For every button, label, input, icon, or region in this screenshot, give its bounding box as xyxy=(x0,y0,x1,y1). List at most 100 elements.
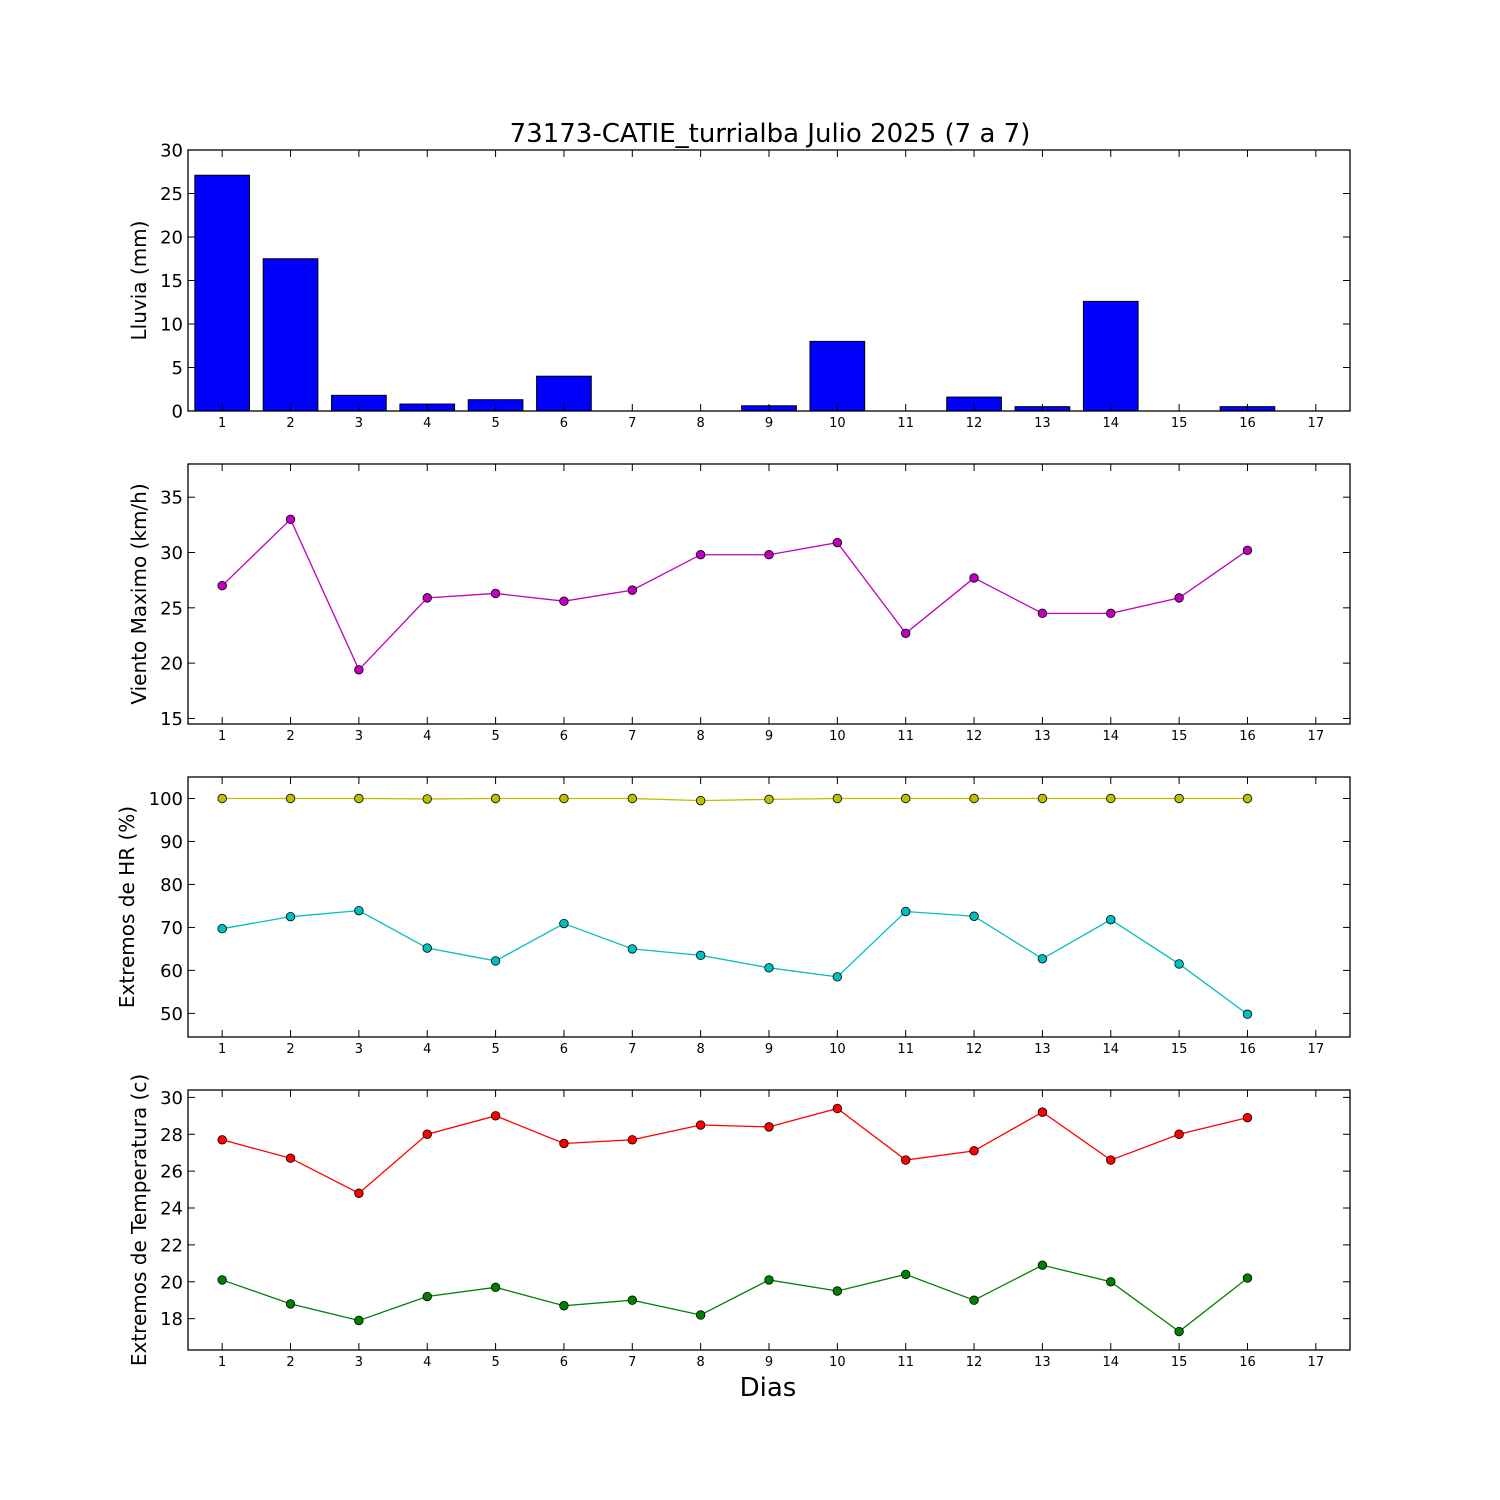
wind-series-1-point xyxy=(217,581,227,591)
wind-xtick-label: 2 xyxy=(286,729,294,744)
humidity-xtick-label: 10 xyxy=(829,1042,846,1057)
humidity-ytick-label: 70 xyxy=(160,918,183,939)
rain-xtick-label: 6 xyxy=(560,416,568,431)
humidity-series-2-point xyxy=(422,943,432,953)
wind-xtick-label: 5 xyxy=(491,729,499,744)
temperature-series-2-point xyxy=(354,1315,364,1326)
rain-y-axis-label: Lluvia (mm) xyxy=(127,221,151,341)
rain-xtick-label: 1 xyxy=(218,416,226,431)
wind-ytick-label: 30 xyxy=(160,543,183,564)
wind-series-1-point xyxy=(832,537,843,548)
humidity-series-2-point xyxy=(695,950,706,961)
humidity-series-1-point xyxy=(901,793,911,804)
rain-bar xyxy=(1082,300,1139,412)
temperature-series-2-point xyxy=(695,1310,706,1320)
humidity-series-2-point xyxy=(1174,959,1184,969)
temperature-series-2-point xyxy=(1174,1326,1184,1337)
rain-ytick-label: 30 xyxy=(160,141,183,162)
humidity-xtick-label: 15 xyxy=(1171,1042,1188,1057)
rain-axes-frame xyxy=(187,149,1351,412)
wind-series-1-point xyxy=(764,550,774,560)
temperature-series-1-point xyxy=(559,1138,569,1149)
temperature-series-2-point xyxy=(1106,1277,1116,1287)
temperature-xtick-label: 1 xyxy=(218,1355,226,1370)
humidity-series-1-point xyxy=(217,793,227,804)
temperature-xtick-label: 2 xyxy=(286,1355,294,1370)
humidity-series-1-point xyxy=(1242,793,1253,804)
wind-xtick-label: 10 xyxy=(829,729,846,744)
rain-ytick-label: 0 xyxy=(172,402,183,423)
humidity-ytick-label: 100 xyxy=(149,789,183,810)
humidity-series-2-point xyxy=(1242,1009,1253,1019)
humidity-series-1-point xyxy=(832,793,843,804)
wind-series-1-line xyxy=(221,518,1248,671)
temperature-series-2-point xyxy=(764,1275,774,1285)
rain-ytick-label: 25 xyxy=(160,184,183,205)
wind-xtick-label: 1 xyxy=(218,729,226,744)
temperature-series-1-point xyxy=(1037,1107,1048,1117)
rain-ytick-label: 20 xyxy=(160,228,183,249)
rain-ytick-label: 5 xyxy=(172,358,183,379)
temperature-series-2-point xyxy=(969,1295,979,1305)
temperature-series-1-point xyxy=(217,1135,227,1145)
temperature-xtick-label: 17 xyxy=(1308,1355,1325,1370)
humidity-series-1-point xyxy=(1106,793,1116,804)
temperature-ytick-label: 28 xyxy=(160,1125,183,1146)
humidity-series-2-point xyxy=(490,956,501,966)
temperature-xtick-label: 12 xyxy=(966,1355,983,1370)
humidity-xtick-label: 16 xyxy=(1239,1042,1256,1057)
temperature-ytick-label: 18 xyxy=(160,1309,183,1330)
temperature-series-2-point xyxy=(285,1299,296,1309)
rain-ytick-label: 15 xyxy=(160,271,183,292)
humidity-series-2-point xyxy=(217,924,227,934)
humidity-series-2-point xyxy=(559,918,569,929)
temperature-xtick-label: 9 xyxy=(765,1355,773,1370)
temperature-series-1-point xyxy=(901,1155,911,1165)
temperature-series-1-point xyxy=(832,1103,843,1114)
humidity-series-1-point xyxy=(422,794,432,804)
humidity-series-2-point xyxy=(285,911,296,922)
humidity-ytick-label: 50 xyxy=(160,1004,183,1025)
temperature-ytick-label: 22 xyxy=(160,1235,183,1256)
rain-ytick-label: 10 xyxy=(160,315,183,336)
humidity-series-1-point xyxy=(285,793,296,804)
temperature-series-2-point xyxy=(490,1282,501,1293)
humidity-y-axis-label: Extremos de HR (%) xyxy=(115,806,139,1008)
humidity-series-1-point xyxy=(1037,793,1048,804)
rain-xtick-label: 2 xyxy=(286,416,294,431)
wind-series-1-point xyxy=(354,665,364,675)
wind-xtick-label: 6 xyxy=(560,729,568,744)
wind-ytick-label: 35 xyxy=(160,488,183,509)
temperature-series-2-point xyxy=(901,1269,911,1280)
humidity-series-2-point xyxy=(1106,914,1116,925)
humidity-series-1-point xyxy=(764,794,774,805)
humidity-xtick-label: 14 xyxy=(1102,1042,1119,1057)
temperature-series-1-point xyxy=(627,1135,637,1145)
temperature-ytick-label: 26 xyxy=(160,1162,183,1183)
temperature-series-1-point xyxy=(969,1146,979,1156)
temperature-series-1-point xyxy=(422,1129,432,1139)
humidity-series-2-point xyxy=(764,963,774,973)
wind-series-1-point xyxy=(627,585,637,595)
humidity-xtick-label: 2 xyxy=(286,1042,294,1057)
humidity-series-1-point xyxy=(490,793,501,804)
temperature-series-1-line xyxy=(222,1107,1248,1195)
rain-xtick-label: 11 xyxy=(897,416,914,431)
wind-xtick-label: 13 xyxy=(1034,729,1051,744)
temperature-ytick-label: 30 xyxy=(160,1088,183,1109)
temperature-series-1-point xyxy=(490,1111,501,1121)
humidity-xtick-label: 6 xyxy=(560,1042,568,1057)
rain-xtick-label: 8 xyxy=(697,416,705,431)
temperature-series-2-point xyxy=(1037,1260,1048,1270)
rain-xtick-label: 13 xyxy=(1034,416,1051,431)
rain-xtick-label: 5 xyxy=(491,416,499,431)
rain-xtick-label: 14 xyxy=(1102,416,1119,431)
temperature-xtick-label: 6 xyxy=(560,1355,568,1370)
humidity-series-1-point xyxy=(1174,793,1184,804)
wind-ytick-label: 25 xyxy=(160,598,183,619)
humidity-axes-frame xyxy=(187,776,1351,1038)
chart-title: 73173-CATIE_turrialba Julio 2025 (7 a 7) xyxy=(510,119,1031,149)
temperature-xtick-label: 15 xyxy=(1171,1355,1188,1370)
